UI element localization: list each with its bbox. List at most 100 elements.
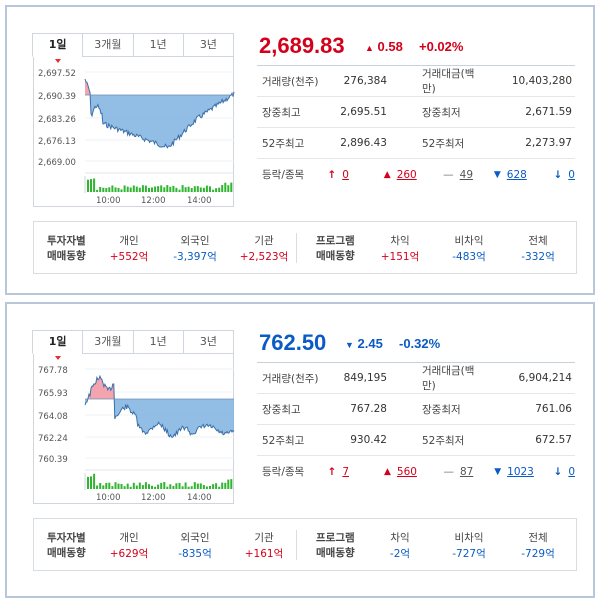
y-tick: 2,683.26 xyxy=(38,115,76,125)
tab-3month[interactable]: 3개월 xyxy=(82,33,134,57)
volume-bar xyxy=(93,178,96,192)
fall-link[interactable]: 628 xyxy=(506,168,527,181)
investor-value: -835억 xyxy=(178,548,212,560)
volume-bar xyxy=(148,187,150,192)
change-value: 0.58 xyxy=(377,39,403,54)
volume-bar xyxy=(212,189,215,192)
investor-label: 기관 xyxy=(254,235,274,247)
volume-bar xyxy=(163,482,166,489)
program-label: 전체 xyxy=(528,235,548,247)
tab-1year[interactable]: 1년 xyxy=(132,33,184,57)
volume-bar xyxy=(169,484,172,489)
volume-bar xyxy=(151,187,153,192)
volume-bar xyxy=(135,186,138,192)
investor-label: 개인 xyxy=(119,235,139,247)
stat-value: 761.06 xyxy=(535,403,572,415)
tab-3month[interactable]: 3개월 xyxy=(82,330,134,354)
stat-label: 장중최고 xyxy=(262,106,301,119)
upper-limit-link[interactable]: 0 xyxy=(342,168,349,181)
investor-value: +2,523억 xyxy=(239,251,289,263)
volume-bar xyxy=(190,486,193,489)
volume-bar xyxy=(108,187,111,192)
stat-value: 2,671.59 xyxy=(525,106,572,118)
index-value: 2,689.83 xyxy=(259,33,345,58)
investor-foreign: 외국인 -835억 xyxy=(165,530,225,562)
y-tick: 2,690.39 xyxy=(38,92,76,102)
volume-bar xyxy=(144,482,147,489)
volume-bar xyxy=(129,486,132,489)
investor-value: +629억 xyxy=(109,548,149,560)
program-title: 프로그램 매매동향 xyxy=(316,234,355,264)
investor-box: 투자자별 매매동향 개인 +629억 외국인 -835억 기관 +161억 프로그램 매매… xyxy=(33,518,577,571)
volume-bar xyxy=(215,483,218,489)
volume-bar xyxy=(172,485,175,489)
volume-bar xyxy=(172,185,175,192)
lower-limit: ↓ 0 xyxy=(549,466,576,478)
upper-limit-link[interactable]: 7 xyxy=(342,465,349,478)
tab-1day[interactable]: 1일 xyxy=(32,330,84,360)
divider xyxy=(296,233,297,263)
area-above-prev-close xyxy=(85,79,234,95)
investor-label: 외국인 xyxy=(180,532,210,544)
volume-bar xyxy=(141,485,144,489)
stat-value: 2,896.43 xyxy=(340,137,387,149)
flat-icon: — xyxy=(443,465,454,478)
stat-row: 52주최고 2,896.43 52주최저 2,273.97 xyxy=(257,128,575,159)
flat-link[interactable]: 87 xyxy=(459,465,474,478)
flat: — 87 xyxy=(435,466,490,478)
volume-bar xyxy=(212,484,215,489)
price-line xyxy=(84,374,235,438)
intraday-chart[interactable]: 2,697.52 2,690.39 2,683.26 2,676.13 2,66… xyxy=(33,57,235,207)
intraday-chart[interactable]: 767.78 765.93 764.08 762.24 760.39 10:00… xyxy=(33,354,235,504)
x-tick: 12:00 xyxy=(141,196,166,206)
tab-1day[interactable]: 1일 xyxy=(32,33,84,63)
x-tick: 12:00 xyxy=(141,493,166,503)
index-value: 762.50 xyxy=(259,330,327,355)
volume-bar xyxy=(90,179,92,192)
volume-bar xyxy=(123,486,126,489)
rise-link[interactable]: 260 xyxy=(396,168,417,181)
volume-bar xyxy=(99,187,102,192)
rise-icon: ▲ xyxy=(383,169,391,180)
tab-3year[interactable]: 3년 xyxy=(182,330,234,354)
tab-3year[interactable]: 3년 xyxy=(182,33,234,57)
y-tick: 765.93 xyxy=(38,389,68,399)
fall-link[interactable]: 1023 xyxy=(507,465,534,478)
volume-bar xyxy=(187,186,190,192)
volume-bar xyxy=(108,482,111,489)
lower-limit: ↓ 0 xyxy=(541,169,575,181)
lower-limit-link[interactable]: 0 xyxy=(568,465,575,478)
lower-limit-link[interactable]: 0 xyxy=(568,168,575,181)
tab-1year[interactable]: 1년 xyxy=(132,330,184,354)
title-line: 매매동향 xyxy=(316,250,355,262)
y-tick: 2,697.52 xyxy=(38,69,76,79)
volume-bar xyxy=(96,189,99,192)
volume-bar xyxy=(190,188,193,192)
volume-bar xyxy=(166,185,169,192)
volume-bar xyxy=(160,185,163,192)
program-value: -332억 xyxy=(521,251,555,263)
program-non-arbitrage: 비차익 -727억 xyxy=(439,530,499,562)
program-title: 프로그램 매매동향 xyxy=(316,531,355,561)
flat-link[interactable]: 49 xyxy=(459,168,474,181)
volume-bar xyxy=(224,482,227,489)
volume-bar xyxy=(111,185,114,192)
stat-label: 장중최저 xyxy=(422,106,461,119)
investor-institution: 기관 +2,523억 xyxy=(234,233,294,265)
fall-icon: ▼ xyxy=(493,169,501,180)
volume-bar xyxy=(209,486,211,489)
change-value: 2.45 xyxy=(357,336,383,351)
stat-value: 2,695.51 xyxy=(340,106,387,118)
volume-bar xyxy=(184,187,187,192)
volume-bar xyxy=(123,185,126,192)
stat-value: 930.42 xyxy=(350,434,387,446)
volume-bar xyxy=(117,187,120,192)
upper-limit: ↑ 0 xyxy=(327,169,378,181)
volume-bar xyxy=(138,482,141,489)
y-tick: 767.78 xyxy=(38,366,68,376)
volume-bar xyxy=(209,186,211,192)
program-value: +151억 xyxy=(380,251,420,263)
rise-link[interactable]: 560 xyxy=(396,465,417,478)
stat-row: 장중최고 2,695.51 장중최저 2,671.59 xyxy=(257,97,575,128)
volume-bar xyxy=(90,476,92,489)
